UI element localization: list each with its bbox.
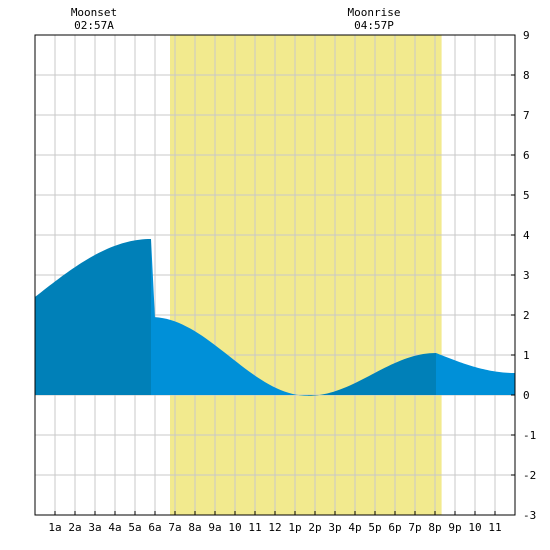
y-tick-label: 6 [523, 149, 530, 162]
x-tick-label: 1p [288, 521, 301, 534]
x-axis: 1a 2a 3a 4a 5a 6a 7a 8a 9a 10 11 12 1p 2p 3p 4p 5p 6p 7p 8p… [48, 511, 502, 534]
x-tick-label: 6p [388, 521, 401, 534]
tide-rising-segment [35, 239, 151, 395]
x-tick-label: 3p [328, 521, 341, 534]
x-tick-label: 2p [308, 521, 321, 534]
y-tick-label: 1 [523, 349, 530, 362]
x-tick-label: 5a [128, 521, 141, 534]
y-tick-label: 4 [523, 229, 530, 242]
x-tick-label: 1a [48, 521, 61, 534]
x-tick-label: 11 [248, 521, 261, 534]
x-tick-label: 7p [408, 521, 421, 534]
y-tick-label: 3 [523, 269, 530, 282]
y-axis: -3 -2 -1 0 1 2 3 4 5 6 7 8 9 [511, 29, 536, 522]
x-tick-label: 10 [468, 521, 481, 534]
tide-area [35, 239, 515, 396]
x-tick-label: 8a [188, 521, 201, 534]
y-tick-label: -2 [523, 469, 536, 482]
y-tick-label: -3 [523, 509, 536, 522]
tide-falling-segment [436, 353, 515, 395]
y-tick-label: -1 [523, 429, 536, 442]
grid-lines [35, 35, 515, 515]
y-tick-label: 8 [523, 69, 530, 82]
y-tick-label: 5 [523, 189, 530, 202]
x-tick-label: 9p [448, 521, 461, 534]
moon-event-label: Moonrise [348, 6, 401, 19]
x-tick-label: 2a [68, 521, 81, 534]
x-tick-label: 7a [168, 521, 181, 534]
y-tick-label: 9 [523, 29, 530, 42]
x-tick-label: 5p [368, 521, 381, 534]
x-tick-label: 9a [208, 521, 221, 534]
x-tick-label: 4a [108, 521, 121, 534]
y-tick-label: 2 [523, 309, 530, 322]
tide-rising-segment [308, 353, 436, 396]
x-tick-label: 12 [268, 521, 281, 534]
x-tick-label: 6a [148, 521, 161, 534]
moon-event-time: 02:57A [74, 19, 114, 32]
x-tick-label: 4p [348, 521, 361, 534]
y-tick-label: 7 [523, 109, 530, 122]
x-tick-label: 11 [488, 521, 501, 534]
tide-falling-segment [151, 239, 308, 396]
moon-event-label: Moonset [71, 6, 117, 19]
x-tick-label: 10 [228, 521, 241, 534]
x-tick-label: 8p [428, 521, 441, 534]
moon-event-time: 04:57P [354, 19, 394, 32]
x-tick-label: 3a [88, 521, 101, 534]
y-tick-label: 0 [523, 389, 530, 402]
